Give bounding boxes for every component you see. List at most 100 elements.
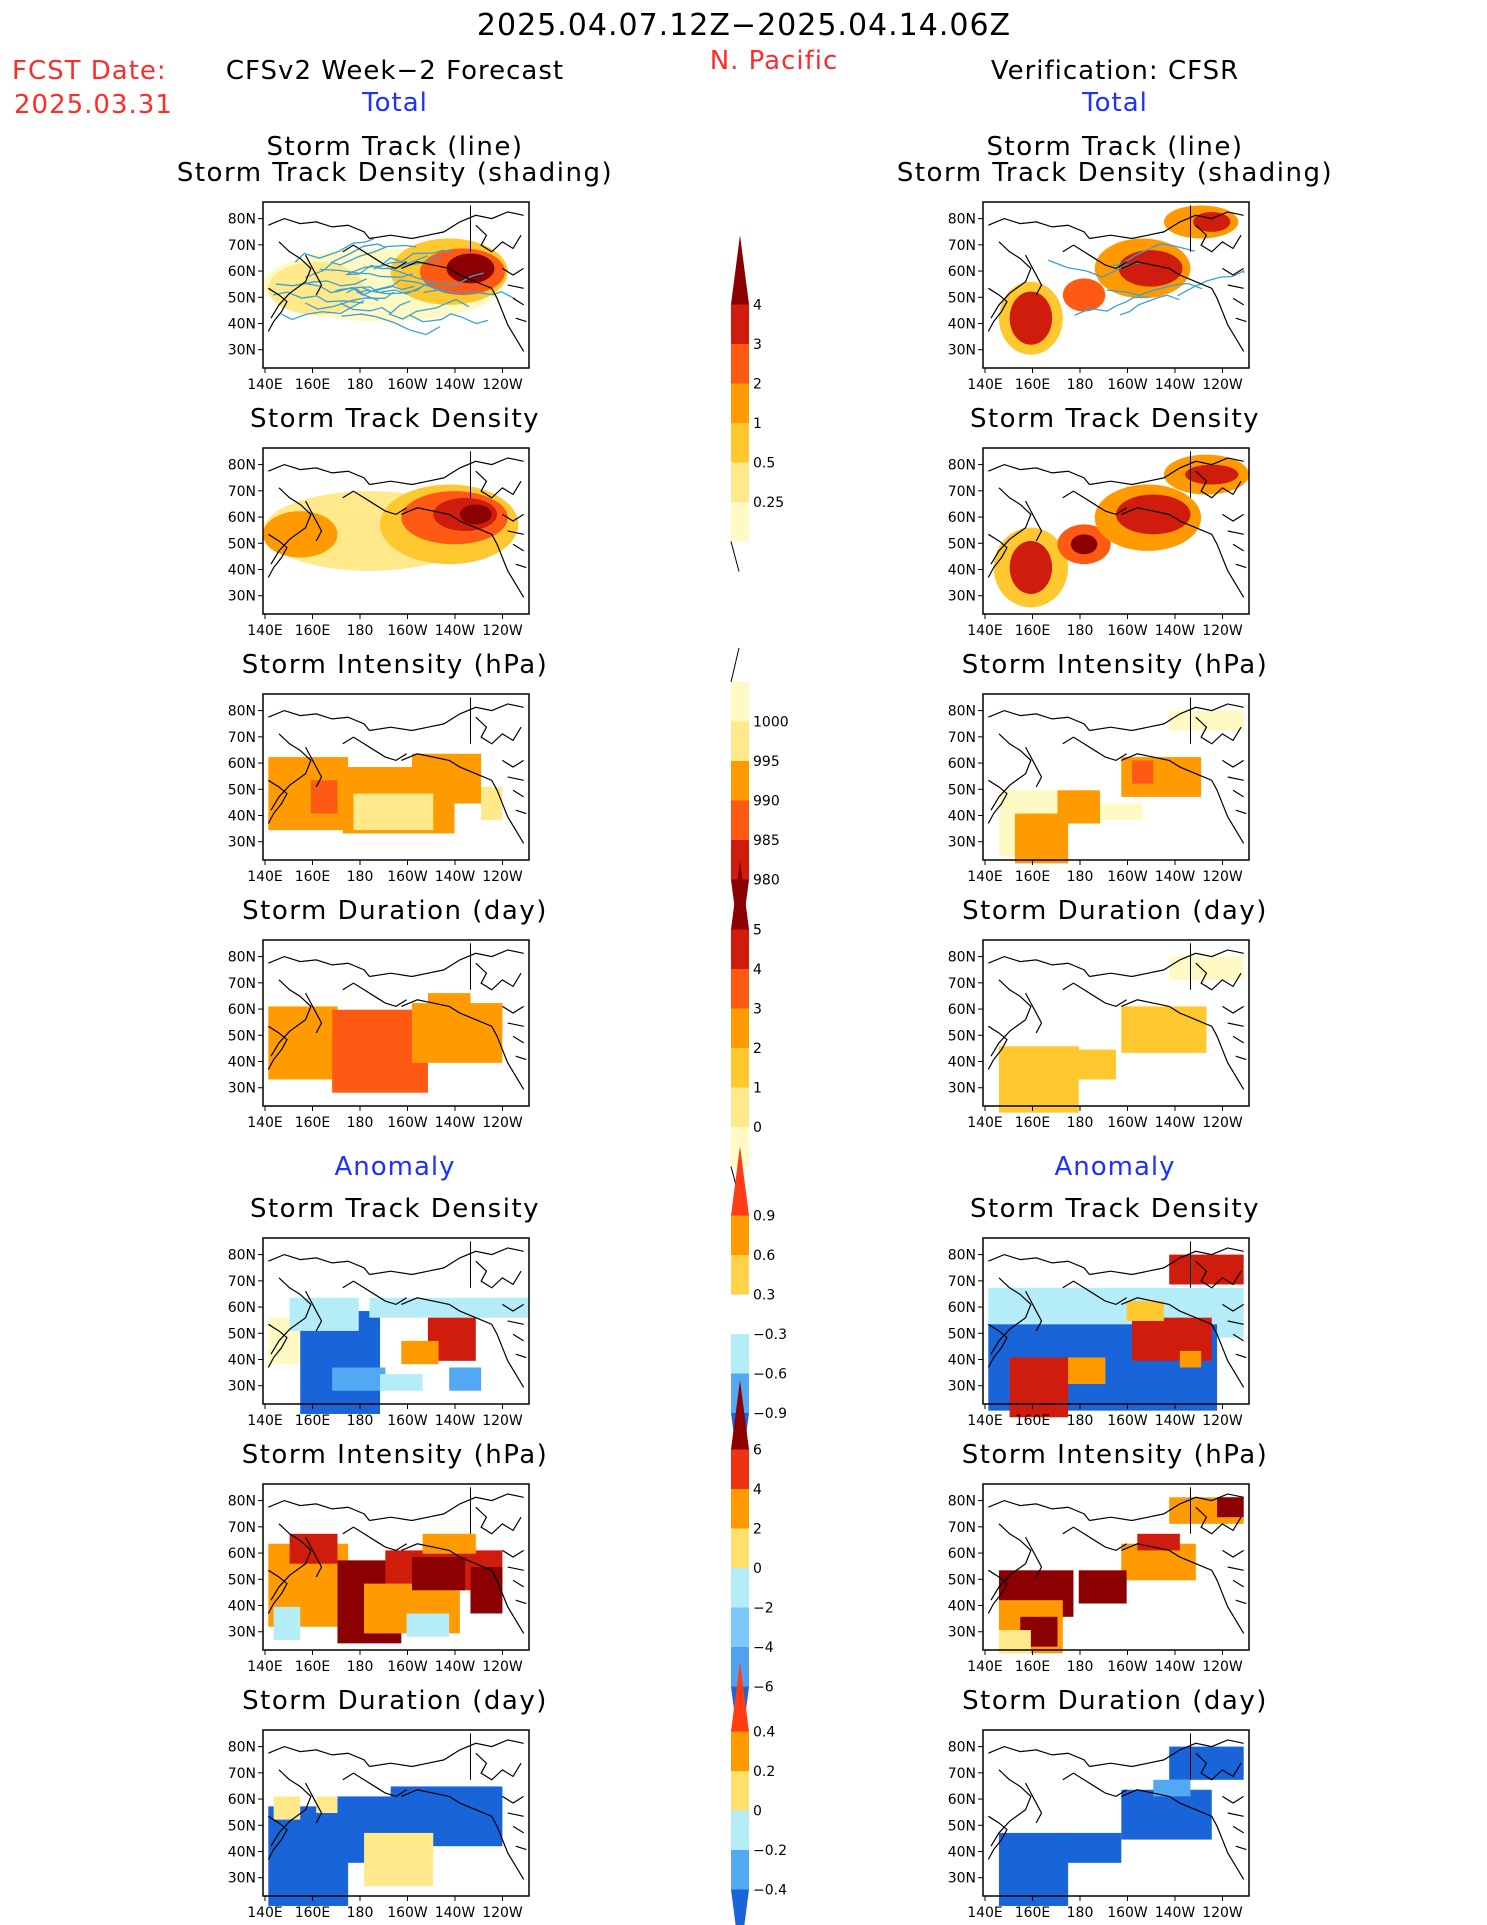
- coastline: [502, 1303, 524, 1312]
- lon-tick-label: 160W: [387, 1115, 428, 1131]
- total-label-right: Total: [1082, 88, 1148, 118]
- lon-tick-label: 120W: [1202, 1905, 1243, 1921]
- shading-region: [1121, 1789, 1212, 1840]
- shading-region: [353, 793, 434, 831]
- shading-region: [1068, 1357, 1106, 1385]
- lon-tick-label: 120W: [1202, 1115, 1243, 1131]
- lat-tick-label: 70N: [948, 730, 976, 746]
- map-panel: 80N 70N 60N 50N 40N 30N 140E 160E 180 160W 140W 120…: [948, 939, 1250, 1131]
- lat-tick-label: 60N: [228, 1792, 256, 1808]
- lon-tick-label: 180: [347, 869, 374, 885]
- lat-tick-label: 50N: [228, 1572, 256, 1588]
- lon-tick-label: 180: [1067, 1413, 1094, 1429]
- colorbar-cell: [731, 1255, 749, 1295]
- map-frame: [262, 693, 530, 861]
- coastline: [1227, 1022, 1244, 1027]
- colorbar-label: −6: [753, 1680, 774, 1696]
- colorbar-cell: [731, 1334, 749, 1374]
- map-frame: [262, 1729, 530, 1897]
- map-frame: [262, 447, 530, 615]
- lon-tick-label: 160E: [1015, 623, 1051, 639]
- lon-tick-label: 140E: [247, 377, 283, 393]
- coastline: [369, 1739, 524, 1768]
- coastline: [1195, 1260, 1242, 1289]
- coastline: [512, 543, 524, 552]
- map-frame: [262, 1237, 530, 1405]
- lon-tick-label: 160E: [1015, 1905, 1051, 1921]
- panel-title-track-line-left: Storm Track (line): [266, 132, 524, 162]
- map-panel: 80N 70N 60N 50N 40N 30N 140E 160E 180 160W 140W 120…: [228, 447, 530, 639]
- panel-title-intensity-right: Storm Intensity (hPa): [961, 650, 1269, 680]
- storm-track-line: [319, 268, 414, 278]
- coastline: [267, 533, 288, 578]
- coastline: [990, 1769, 1032, 1847]
- shading-region: [1121, 1006, 1207, 1053]
- colorbar-total-duration: 5 4 3 2 1 0: [730, 860, 762, 1197]
- coastline: [1235, 1055, 1247, 1061]
- coastline: [987, 1025, 1008, 1070]
- lon-tick-label: 120W: [1202, 1413, 1243, 1429]
- colorbar-cell: [731, 1731, 749, 1771]
- colorbar-cell: [731, 344, 749, 384]
- storm-track-line: [1177, 269, 1245, 297]
- lat-tick-label: 40N: [948, 1845, 976, 1861]
- lat-tick-label: 30N: [228, 835, 256, 851]
- coastline: [507, 284, 524, 289]
- coastline: [475, 1260, 522, 1289]
- lat-tick-label: 60N: [948, 1002, 976, 1018]
- shading-region: [1118, 250, 1183, 287]
- coastline: [267, 1025, 288, 1070]
- coastline: [475, 1506, 522, 1535]
- lon-tick-label: 180: [347, 1659, 374, 1675]
- panel-title-anom-density-left: Storm Track Density: [249, 1194, 541, 1224]
- colorbar-label: 0.4: [753, 1725, 775, 1741]
- storm-track-line: [294, 238, 374, 263]
- lat-tick-label: 30N: [228, 1625, 256, 1641]
- map-frame: [982, 1237, 1250, 1405]
- coastline: [305, 1536, 323, 1578]
- map-panel: 80N 70N 60N 50N 40N 30N 140E 160E 180 160W 140W 120…: [948, 201, 1250, 393]
- lat-tick-label: 60N: [228, 1300, 256, 1316]
- colorbar-cell: [731, 304, 749, 344]
- coastline: [1062, 490, 1127, 516]
- fcst-date-value: 2025.03.31: [14, 90, 173, 120]
- colorbar-anom-intensity: 6 4 2 0 −2 −4 −6: [731, 1380, 774, 1756]
- colorbar-cell: [731, 383, 749, 423]
- lat-tick-label: 70N: [228, 1520, 256, 1536]
- coastline: [1025, 254, 1043, 296]
- coastline: [1121, 1543, 1245, 1634]
- storm-track-line: [388, 298, 470, 320]
- coastline: [475, 716, 522, 745]
- lon-tick-label: 120W: [482, 1659, 523, 1675]
- lon-tick-label: 140W: [435, 623, 476, 639]
- shading-region: [1153, 1779, 1191, 1797]
- shading-region: [449, 1367, 482, 1391]
- coastline: [1089, 949, 1244, 978]
- lon-tick-label: 180: [1067, 1115, 1094, 1131]
- colorbar-cell: [731, 1528, 749, 1568]
- shading-region: [1009, 291, 1053, 345]
- lat-tick-label: 30N: [948, 835, 976, 851]
- shading-region: [364, 1832, 434, 1887]
- panel-title-anom-duration-right: Storm Duration (day): [962, 1686, 1268, 1716]
- lon-tick-label: 140E: [967, 1413, 1003, 1429]
- lon-tick-label: 160W: [387, 1659, 428, 1675]
- shading-region: [1014, 813, 1069, 864]
- coastline: [515, 1055, 527, 1061]
- coastline: [1121, 753, 1245, 844]
- lon-tick-label: 140W: [1155, 623, 1196, 639]
- shading-region: [1062, 1832, 1122, 1863]
- anomaly-label-left: Anomaly: [334, 1152, 456, 1182]
- lon-tick-label: 160E: [295, 377, 331, 393]
- coastline: [1062, 736, 1127, 762]
- coastline: [342, 736, 407, 762]
- lon-tick-label: 160E: [295, 623, 331, 639]
- coastline: [305, 1290, 323, 1332]
- lat-tick-label: 40N: [228, 809, 256, 825]
- lon-tick-label: 140E: [967, 1115, 1003, 1131]
- lon-tick-label: 140W: [1155, 1659, 1196, 1675]
- coastline: [342, 1526, 407, 1552]
- lat-tick-label: 80N: [228, 950, 256, 966]
- map-frame: [982, 447, 1250, 615]
- fcst-date-label: FCST Date:: [12, 56, 167, 86]
